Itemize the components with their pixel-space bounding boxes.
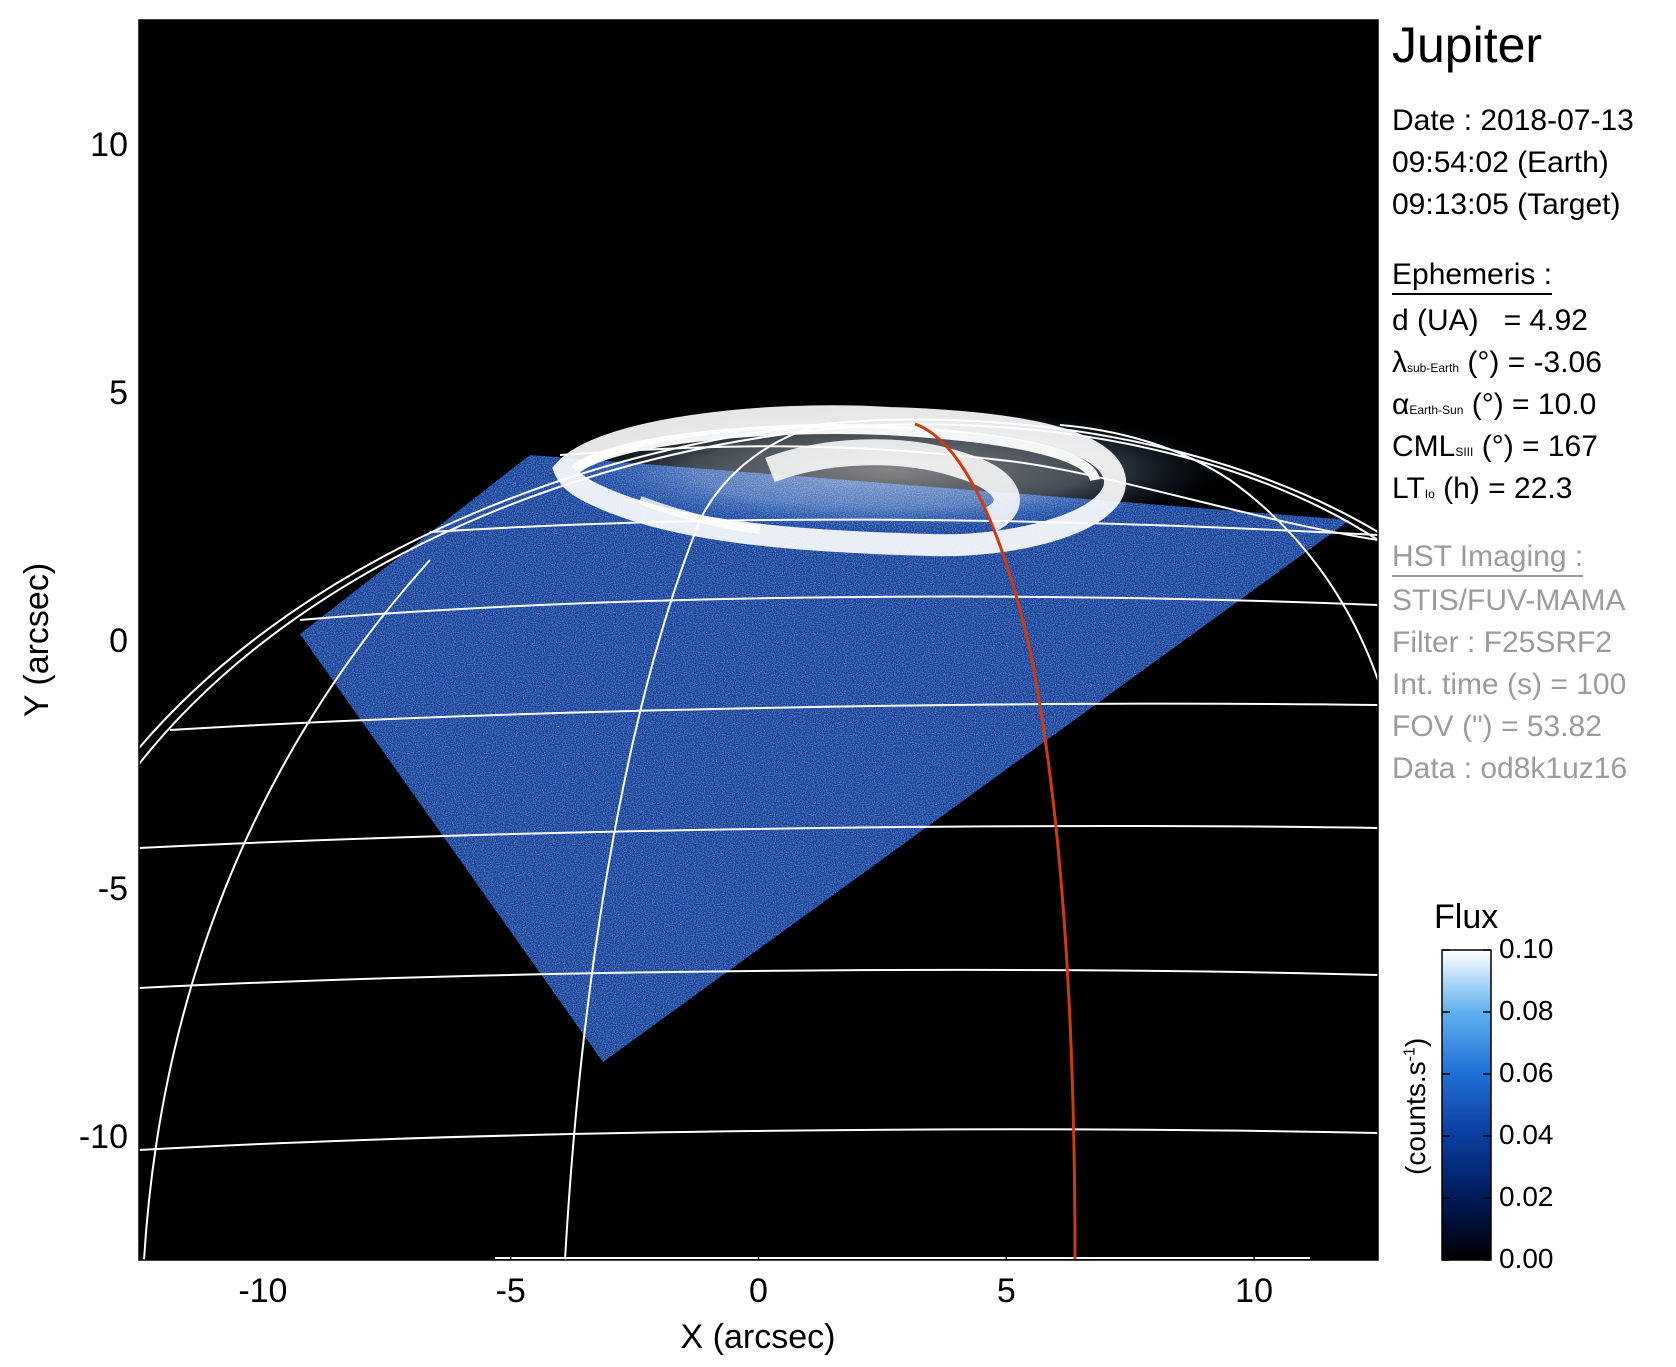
phase-angle-line: αEarth-Sun (°) = 10.0: [1392, 388, 1597, 421]
x-tick-label: -5: [496, 1272, 526, 1310]
x-tick-label: 10: [1235, 1272, 1273, 1310]
limb-line: [139, 423, 1378, 765]
x-tick-label: -10: [238, 1272, 287, 1310]
ephemeris-heading: Ephemeris :: [1392, 258, 1553, 295]
central-meridian-line: [914, 422, 1077, 1260]
fov-line: FOV (") = 53.82: [1392, 710, 1602, 743]
colorbar-tick-label: 0.04: [1499, 1119, 1554, 1150]
distance-line: d (UA) = 4.92: [1392, 304, 1588, 337]
y-tick-label: 10: [90, 126, 128, 164]
data-id-line: Data : od8k1uz16: [1392, 752, 1628, 785]
instrument-line: STIS/FUV-MAMA: [1392, 584, 1626, 617]
colorbar-tick-label: 0.10: [1499, 933, 1554, 964]
io-local-time-line: LTIo (h) = 22.3: [1392, 472, 1573, 505]
colorbar-tick-label: 0.08: [1499, 995, 1554, 1026]
sub-earth-latitude-line: λsub-Earth (°) = -3.06: [1392, 346, 1602, 379]
x-axis-ticks: -10 -5 0 5 10: [238, 20, 1273, 1310]
earth-time: 09:54:02 (Earth): [1392, 146, 1609, 179]
date-line: Date : 2018-07-13: [1392, 104, 1634, 137]
integration-time-line: Int. time (s) = 100: [1392, 668, 1627, 701]
y-axis-ticks: -10 -5 0 5 10: [79, 126, 1378, 1156]
colorbar-unit: (counts.s-1): [1400, 1037, 1431, 1175]
target-time: 09:13:05 (Target): [1392, 188, 1621, 221]
observation-wedge-noise: [300, 455, 1350, 1062]
hst-heading: HST Imaging :: [1392, 540, 1584, 577]
x-tick-label: 0: [749, 1272, 768, 1310]
planet-title: Jupiter: [1392, 17, 1543, 73]
colorbar-tick-label: 0.02: [1499, 1181, 1554, 1212]
colorbar-tick-label: 0.06: [1499, 1057, 1554, 1088]
colorbar-title: Flux: [1434, 898, 1499, 936]
colorbar-tick-label: 0.00: [1499, 1243, 1554, 1274]
x-tick-label: 5: [997, 1272, 1016, 1310]
x-axis-label: X (arcsec): [681, 1318, 836, 1356]
y-tick-label: 5: [109, 374, 128, 412]
y-axis-label: Y (arcsec): [18, 563, 56, 717]
filter-line: Filter : F25SRF2: [1392, 626, 1613, 659]
colorbar: [1441, 949, 1492, 1261]
coordinate-grid: [139, 418, 1378, 1260]
y-tick-label: 0: [109, 622, 128, 660]
colorbar-ticks: [1442, 949, 1491, 1261]
y-tick-label: -5: [98, 870, 128, 908]
cml-line: CMLSIII (°) = 167: [1392, 430, 1598, 463]
y-tick-label: -10: [79, 1118, 128, 1156]
